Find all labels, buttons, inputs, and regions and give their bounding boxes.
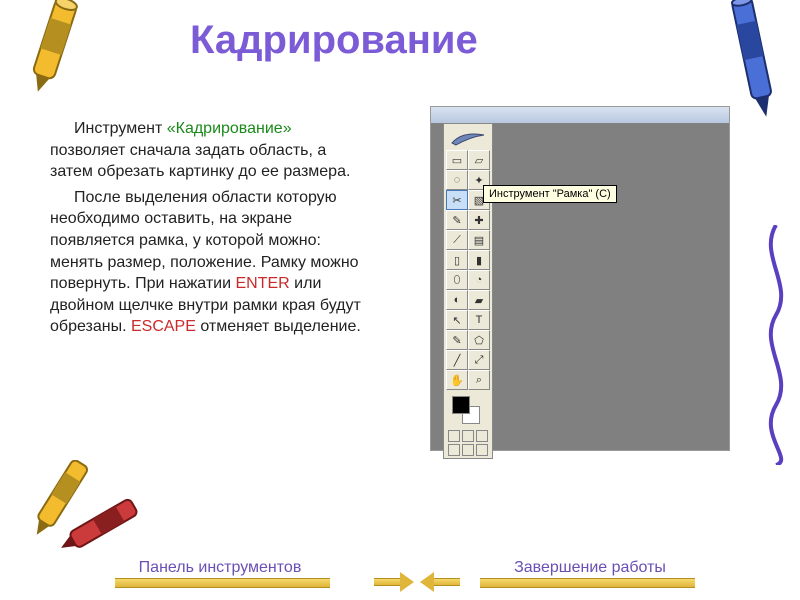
body-text: Инструмент «Кадрирование» позволяет снач… [50, 118, 370, 342]
mode-btn[interactable] [448, 430, 460, 442]
tool-row: ▯▮ [446, 250, 490, 270]
tool-row: ↖T [446, 310, 490, 330]
nav-next-arrow-icon[interactable] [370, 572, 414, 592]
tool-button[interactable]: ▯ [446, 250, 468, 270]
tool-button[interactable]: ⌕ [468, 370, 490, 390]
tool-row: ⬯◔ [446, 270, 490, 290]
tool-button[interactable]: ↖ [446, 310, 468, 330]
p2-escape: ESCAPE [131, 318, 196, 335]
crayon-top-left [18, 0, 88, 100]
p1-toolname: «Кадрирование» [167, 120, 292, 137]
mode-btn[interactable] [476, 430, 488, 442]
tool-button[interactable]: ▤ [468, 230, 490, 250]
tool-button[interactable]: ✚ [468, 210, 490, 230]
tool-button[interactable]: ⟋ [446, 230, 468, 250]
tool-row: ✎✚ [446, 210, 490, 230]
nav-arrows [370, 572, 464, 592]
screenshot-panel: ▭▱◌✦✂▧✎✚⟋▤▯▮⬯◔◐▰↖T✎⬠╱⤢✋⌕ Инструмент "Рам… [430, 106, 730, 451]
tool-row: ✋⌕ [446, 370, 490, 390]
color-swatches[interactable] [446, 394, 490, 428]
tool-button[interactable]: ▰ [468, 290, 490, 310]
crop-tool-button[interactable]: ✂ [446, 190, 468, 210]
tool-button[interactable]: ◔ [468, 270, 490, 290]
page-title: Кадрирование [190, 18, 478, 63]
tool-button[interactable]: ╱ [446, 350, 468, 370]
tool-button[interactable]: ◌ [446, 170, 468, 190]
screen-mode-btn[interactable] [462, 444, 474, 456]
nav-bar-right [480, 578, 695, 588]
nav-prev-arrow-icon[interactable] [420, 572, 464, 592]
tool-row: ✎⬠ [446, 330, 490, 350]
tool-button[interactable]: ▮ [468, 250, 490, 270]
tool-row: ⟋▤ [446, 230, 490, 250]
tool-row: ◐▰ [446, 290, 490, 310]
tool-button[interactable]: T [468, 310, 490, 330]
tool-button[interactable]: ⬯ [446, 270, 468, 290]
tool-button[interactable]: ▱ [468, 150, 490, 170]
crayon-top-right [724, 0, 784, 127]
nav-bar-left [115, 578, 330, 588]
tool-button[interactable]: ✎ [446, 330, 468, 350]
bottom-nav: Панель инструментов Завершение работы [0, 550, 800, 600]
mode-buttons [446, 430, 490, 442]
screen-mode-btn[interactable] [476, 444, 488, 456]
tool-button[interactable]: ✋ [446, 370, 468, 390]
nav-next-label[interactable]: Завершение работы [500, 560, 680, 577]
tool-row: ▭▱ [446, 150, 490, 170]
photoshop-toolbox: ▭▱◌✦✂▧✎✚⟋▤▯▮⬯◔◐▰↖T✎⬠╱⤢✋⌕ [443, 123, 493, 459]
foreground-color-swatch[interactable] [452, 396, 470, 414]
p1-pre: Инструмент [74, 120, 167, 137]
crop-tool-tooltip: Инструмент "Рамка" (C) [483, 185, 617, 203]
nav-prev-label[interactable]: Панель инструментов [130, 560, 310, 577]
tool-button[interactable]: ▭ [446, 150, 468, 170]
p1-post: позволяет сначала задать область, а зате… [50, 142, 350, 181]
tool-button[interactable]: ◐ [446, 290, 468, 310]
mode-btn[interactable] [462, 430, 474, 442]
p2-c: отменяет выделение. [196, 318, 361, 335]
screen-mode-btn[interactable] [448, 444, 460, 456]
p2-enter: ENTER [235, 275, 289, 292]
tool-button[interactable]: ⤢ [468, 350, 490, 370]
tool-button[interactable]: ✎ [446, 210, 468, 230]
screen-mode-buttons [446, 444, 490, 456]
squiggle-right [756, 225, 796, 465]
toolbox-header-icon [446, 126, 490, 150]
tool-row: ╱⤢ [446, 350, 490, 370]
tool-button[interactable]: ⬠ [468, 330, 490, 350]
window-titlebar [431, 107, 729, 123]
